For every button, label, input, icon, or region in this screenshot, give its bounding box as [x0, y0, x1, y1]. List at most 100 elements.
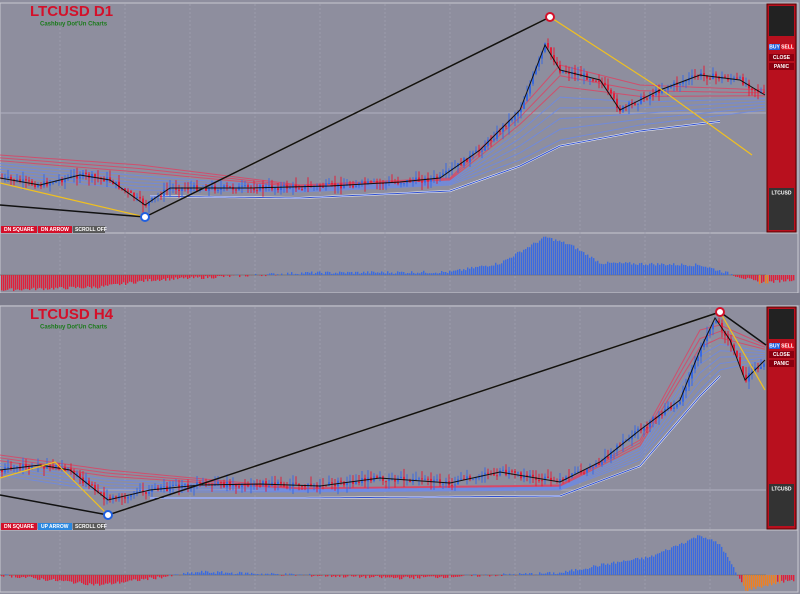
- histogram-bar: [571, 569, 573, 575]
- trend-band: [149, 120, 721, 199]
- histogram-bar: [491, 265, 493, 275]
- candle-body: [490, 139, 492, 141]
- button[interactable]: [1, 523, 37, 530]
- histogram-bar: [163, 275, 165, 279]
- close-label[interactable]: CLOSE: [773, 352, 791, 358]
- histogram-bar: [417, 272, 419, 275]
- button-label[interactable]: DN SQUARE: [4, 227, 35, 233]
- histogram-bar: [463, 575, 465, 576]
- buy-button[interactable]: [769, 44, 780, 50]
- candle-body: [388, 181, 390, 183]
- histogram-bar: [585, 254, 587, 275]
- histogram-bar: [613, 561, 615, 575]
- close-button[interactable]: [769, 54, 794, 61]
- histogram-bar: [703, 266, 705, 275]
- histogram-bar: [371, 271, 373, 275]
- button-label[interactable]: UP ARROW: [41, 524, 69, 530]
- histogram-bar: [421, 575, 423, 577]
- candle-body: [310, 483, 312, 487]
- histogram-bar: [603, 563, 605, 575]
- candle-body: [499, 470, 501, 476]
- candle-body: [241, 483, 243, 488]
- histogram-bar: [683, 543, 685, 575]
- histogram-bar: [389, 575, 391, 578]
- histogram-bar: [77, 575, 79, 583]
- histogram-bar: [353, 273, 355, 275]
- button[interactable]: [38, 523, 72, 530]
- histogram-bar: [149, 275, 151, 279]
- histogram-bar: [583, 569, 585, 575]
- histogram-bar: [533, 242, 535, 275]
- sell-button[interactable]: [782, 44, 793, 50]
- candle-body: [25, 179, 27, 181]
- histogram-bar: [221, 275, 223, 277]
- candle-body: [751, 88, 753, 90]
- histogram-bar: [773, 275, 775, 283]
- histogram-bar: [625, 561, 627, 575]
- buy-button[interactable]: [769, 343, 780, 349]
- histogram-bar: [127, 575, 129, 582]
- histogram-bar: [431, 273, 433, 275]
- histogram-bar: [49, 275, 51, 290]
- histogram-bar: [387, 271, 389, 275]
- candle-body: [523, 474, 525, 479]
- panic-button[interactable]: [769, 63, 794, 70]
- candle-body: [517, 472, 519, 474]
- histogram-bar: [351, 271, 353, 275]
- histogram-bar: [643, 559, 645, 575]
- histogram-bar: [341, 272, 343, 275]
- candle-body: [181, 187, 183, 191]
- histogram-bar: [63, 275, 65, 289]
- candle-body: [136, 196, 138, 198]
- histogram-bar: [787, 575, 789, 582]
- button-label[interactable]: DN ARROW: [41, 227, 69, 233]
- candle-body: [436, 176, 438, 179]
- button[interactable]: [73, 226, 105, 233]
- histogram-bar: [485, 265, 487, 275]
- candle-body: [19, 179, 21, 182]
- histogram-bar: [107, 275, 109, 286]
- candle-body: [343, 481, 345, 486]
- candle-body: [10, 176, 12, 180]
- close-button[interactable]: [769, 351, 794, 358]
- histogram-bar: [449, 270, 451, 275]
- button[interactable]: [1, 226, 37, 233]
- candle-body: [355, 185, 357, 188]
- button-label[interactable]: SCROLL OFF: [75, 227, 107, 233]
- histogram-bar: [355, 575, 357, 577]
- candle-body: [520, 108, 522, 113]
- candle-body: [634, 103, 636, 105]
- sell-button[interactable]: [782, 343, 793, 349]
- panic-label[interactable]: PANIC: [774, 64, 790, 70]
- histogram-bar: [599, 263, 601, 275]
- button-label[interactable]: DN SQUARE: [4, 524, 35, 530]
- panic-label[interactable]: PANIC: [774, 361, 790, 367]
- panic-button[interactable]: [769, 360, 794, 367]
- candle-body: [235, 189, 237, 191]
- histogram-bar: [103, 575, 105, 585]
- candle-body: [388, 479, 390, 482]
- histogram-bar: [309, 272, 311, 275]
- button[interactable]: [73, 523, 105, 530]
- histogram-bar: [293, 274, 295, 275]
- candle-body: [598, 463, 600, 465]
- histogram-bar: [747, 275, 749, 278]
- close-label[interactable]: CLOSE: [773, 55, 791, 61]
- histogram-bar: [277, 573, 279, 575]
- button[interactable]: [38, 226, 72, 233]
- histogram-bar: [579, 250, 581, 275]
- buy-label[interactable]: BUY: [769, 343, 780, 349]
- sell-label[interactable]: SELL: [781, 44, 794, 50]
- histogram-bar: [649, 263, 651, 275]
- histogram-bar: [517, 251, 519, 275]
- buy-label[interactable]: BUY: [769, 44, 780, 50]
- histogram-bar: [423, 270, 425, 275]
- button-label[interactable]: SCROLL OFF: [75, 524, 107, 530]
- histogram-bar: [439, 575, 441, 578]
- sell-label[interactable]: SELL: [781, 343, 794, 349]
- histogram-bar: [709, 539, 711, 575]
- histogram-bar: [207, 275, 209, 279]
- candle-body: [103, 178, 105, 182]
- histogram-bar: [617, 263, 619, 275]
- histogram-bar: [699, 265, 701, 275]
